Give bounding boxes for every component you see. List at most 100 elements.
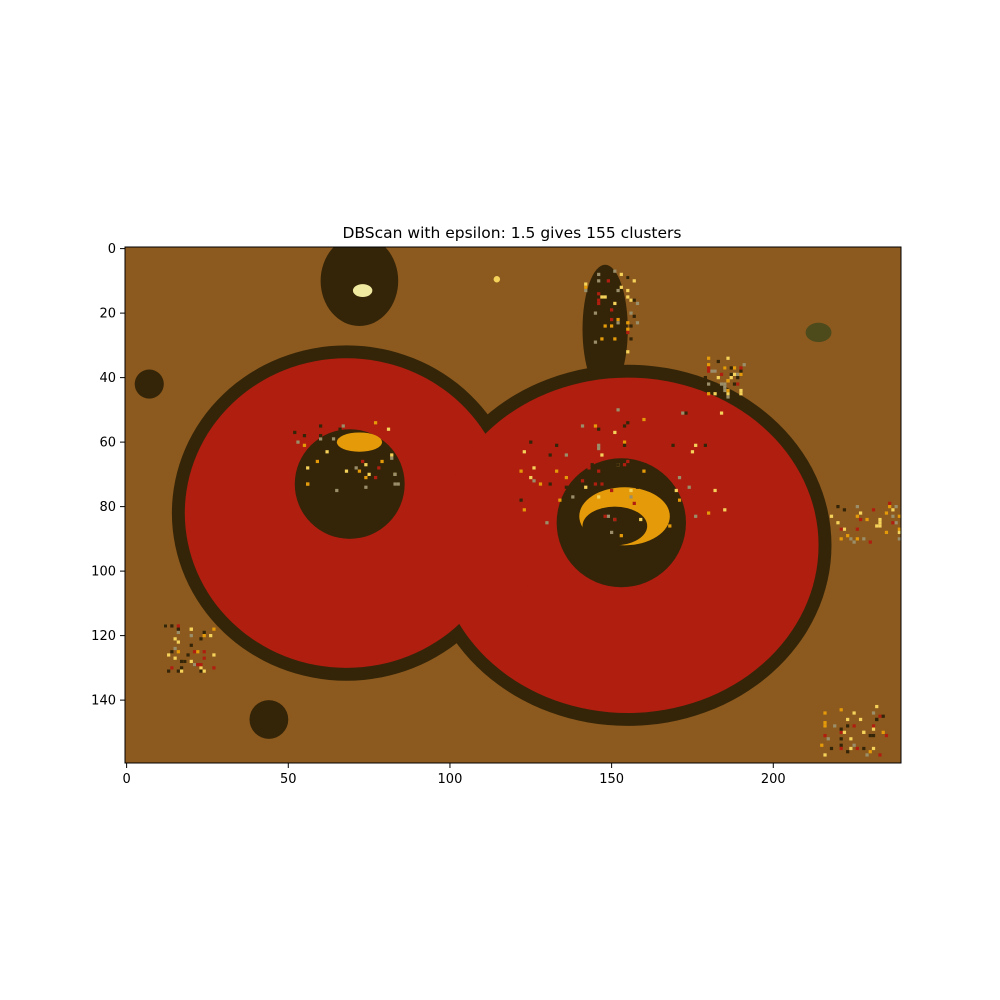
noise-pixel [716, 376, 720, 380]
noise-pixel [212, 666, 216, 670]
region-left-spot [134, 369, 164, 399]
noise-pixel [212, 653, 216, 657]
noise-pixel [199, 669, 203, 673]
noise-pixel [170, 666, 174, 670]
noise-pixel [897, 537, 901, 541]
noise-pixel [732, 366, 737, 370]
chart-title: DBScan with epsilon: 1.5 gives 155 clust… [343, 224, 682, 242]
noise-pixel [380, 459, 384, 464]
noise-pixel [613, 421, 617, 425]
noise-pixel [597, 482, 601, 486]
noise-pixel [839, 727, 843, 731]
region-pale-spot-top [352, 284, 373, 297]
noise-pixel [862, 746, 866, 751]
noise-pixel [170, 650, 174, 654]
noise-pixel [723, 366, 727, 370]
noise-pixel [393, 482, 397, 486]
noise-pixel [344, 469, 349, 473]
noise-pixel [729, 372, 733, 376]
noise-pixel [823, 724, 827, 728]
noise-pixel [293, 430, 297, 435]
region-top-right-stem [582, 264, 628, 394]
noise-pixel [894, 521, 898, 525]
noise-pixel [846, 717, 850, 722]
noise-pixel [587, 466, 591, 470]
noise-pixel [823, 753, 827, 757]
noise-pixel [622, 440, 627, 444]
noise-pixel [839, 737, 843, 741]
noise-pixel [849, 746, 853, 751]
region-left-center-highlight [336, 432, 383, 452]
noise-pixel [726, 395, 730, 399]
noise-pixel [170, 624, 174, 628]
noise-pixel [875, 704, 879, 709]
noise-pixel [855, 527, 859, 531]
noise-pixel [855, 514, 859, 518]
noise-pixel [884, 733, 889, 738]
noise-pixel [610, 530, 614, 535]
noise-pixel [597, 279, 601, 283]
noise-pixel [319, 424, 323, 428]
noise-pixel [846, 750, 850, 754]
noise-pixel [739, 372, 743, 376]
noise-pixel [558, 498, 562, 502]
noise-pixel [199, 637, 203, 641]
noise-pixel [364, 475, 368, 480]
noise-pixel [878, 517, 882, 522]
noise-pixel [823, 733, 827, 738]
noise-pixel [584, 485, 588, 489]
noise-pixel [671, 443, 675, 447]
noise-pixel [703, 443, 707, 447]
noise-pixel [606, 514, 610, 518]
noise-pixel [597, 443, 601, 447]
noise-pixel [632, 279, 636, 283]
y-tick-label: 80 [99, 500, 116, 515]
noise-pixel [891, 514, 895, 518]
noise-pixel [681, 411, 685, 415]
noise-pixel [852, 540, 856, 544]
noise-pixel [183, 659, 187, 664]
noise-pixel [723, 382, 727, 386]
noise-pixel [538, 482, 543, 486]
noise-pixel [881, 714, 885, 718]
noise-pixel [529, 440, 533, 444]
noise-pixel [713, 392, 717, 396]
noise-pixel [732, 382, 737, 386]
noise-pixel [529, 475, 533, 480]
y-tick-label: 40 [99, 371, 116, 386]
noise-pixel [719, 372, 724, 376]
noise-pixel [616, 321, 620, 325]
noise-pixel [642, 469, 646, 473]
noise-pixel [707, 369, 711, 373]
noise-pixel [189, 634, 193, 638]
noise-pixel [580, 479, 585, 483]
noise-pixel [629, 488, 633, 493]
noise-speckle [163, 269, 901, 757]
noise-pixel [587, 343, 591, 347]
noise-pixel [306, 482, 310, 486]
noise-pixel [677, 475, 682, 480]
noise-pixel [593, 482, 598, 486]
noise-pixel [610, 443, 614, 447]
noise-pixel [878, 714, 882, 718]
noise-pixel [839, 537, 843, 541]
noise-pixel [299, 424, 303, 428]
noise-pixel [871, 746, 876, 751]
noise-pixel [862, 537, 866, 541]
noise-pixel [622, 430, 627, 435]
noise-pixel [209, 634, 213, 638]
noise-pixel [516, 482, 520, 486]
region-bottom-spot [249, 700, 289, 739]
noise-pixel [616, 324, 620, 328]
noise-pixel [878, 524, 882, 528]
noise-pixel [707, 392, 711, 396]
noise-pixel [199, 663, 203, 667]
noise-pixel [597, 301, 601, 306]
noise-pixel [593, 424, 598, 428]
noise-pixel [597, 292, 601, 296]
noise-pixel [610, 308, 614, 312]
noise-pixel [597, 469, 601, 473]
noise-pixel [584, 288, 588, 293]
noise-pixel [373, 453, 378, 457]
